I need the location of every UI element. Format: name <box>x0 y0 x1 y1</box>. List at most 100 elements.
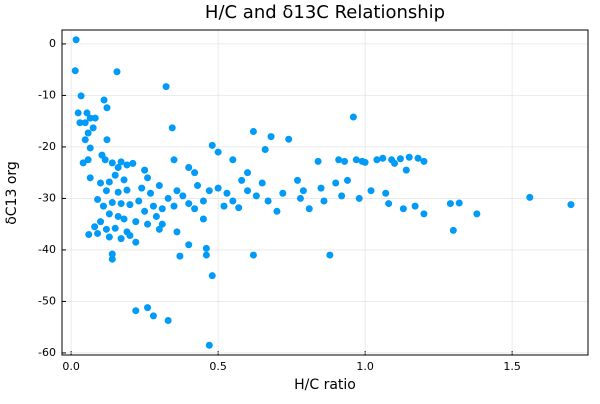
point <box>72 36 80 44</box>
point <box>83 109 91 117</box>
point <box>164 316 172 324</box>
point <box>244 187 252 195</box>
point <box>144 304 152 312</box>
y-tick-label: -40 <box>38 243 56 256</box>
point <box>132 307 140 315</box>
point <box>273 207 281 215</box>
x-tick-label: 1.0 <box>356 360 374 373</box>
point <box>101 156 109 164</box>
point <box>164 194 172 202</box>
point <box>235 204 243 212</box>
point <box>111 171 119 179</box>
point <box>162 83 170 91</box>
point <box>170 202 178 210</box>
point <box>267 133 275 141</box>
point <box>77 92 85 100</box>
point <box>349 113 357 121</box>
point <box>168 124 176 132</box>
point <box>81 136 89 144</box>
point <box>214 184 222 192</box>
x-axis-label: H/C ratio <box>294 377 356 393</box>
point <box>108 199 116 207</box>
point <box>108 250 116 258</box>
point <box>367 187 375 195</box>
point <box>314 157 322 165</box>
point <box>526 193 534 201</box>
point <box>229 197 237 205</box>
point <box>317 184 325 192</box>
point <box>208 272 216 280</box>
point <box>341 157 349 165</box>
point <box>214 148 222 156</box>
point <box>205 341 213 349</box>
point <box>446 200 454 208</box>
y-tick-label: -10 <box>38 88 56 101</box>
point <box>326 251 334 259</box>
point <box>338 192 346 200</box>
point <box>108 159 116 167</box>
point <box>146 189 154 197</box>
point <box>120 176 128 184</box>
point <box>105 233 113 241</box>
x-tick-label: 1.5 <box>503 360 521 373</box>
y-axis-label: δC13 org <box>4 161 20 225</box>
point <box>100 96 108 104</box>
point <box>138 184 146 192</box>
point <box>244 169 252 177</box>
point <box>449 226 457 234</box>
point <box>117 200 125 208</box>
plot-frame <box>61 29 589 356</box>
point <box>79 159 87 167</box>
point <box>149 312 157 320</box>
point <box>97 179 105 187</box>
point <box>191 205 199 213</box>
point <box>199 215 207 223</box>
point <box>144 220 152 228</box>
point <box>332 179 340 187</box>
point <box>249 251 257 259</box>
point <box>102 225 110 233</box>
point <box>355 194 363 202</box>
point <box>155 182 163 190</box>
point <box>152 212 160 220</box>
point <box>123 186 131 194</box>
y-tick-label: -30 <box>38 191 56 204</box>
point <box>103 104 111 112</box>
point <box>114 188 122 196</box>
point <box>135 197 143 205</box>
point <box>85 230 93 238</box>
point <box>261 145 269 153</box>
point <box>114 164 122 172</box>
point <box>194 182 202 190</box>
point <box>420 157 428 165</box>
point <box>129 159 137 167</box>
point <box>89 124 97 132</box>
point <box>264 197 272 205</box>
point <box>94 195 102 203</box>
point <box>294 176 302 184</box>
point <box>132 238 140 246</box>
x-tick-label: 0.0 <box>62 360 80 373</box>
point <box>385 200 393 208</box>
point <box>399 205 407 213</box>
point <box>114 212 122 220</box>
y-tick-label: -20 <box>38 140 56 153</box>
point <box>238 176 246 184</box>
point <box>120 215 128 223</box>
point <box>91 223 99 231</box>
x-tick-label: 0.5 <box>209 360 227 373</box>
point <box>117 158 125 166</box>
point <box>252 192 260 200</box>
point <box>223 189 231 197</box>
point <box>91 114 99 122</box>
point <box>373 156 381 164</box>
point <box>402 166 410 174</box>
point <box>141 207 149 215</box>
point <box>158 205 166 213</box>
y-tick-label: -50 <box>38 294 56 307</box>
point <box>414 154 422 162</box>
point <box>202 244 210 252</box>
point <box>158 220 166 228</box>
point <box>84 129 92 137</box>
